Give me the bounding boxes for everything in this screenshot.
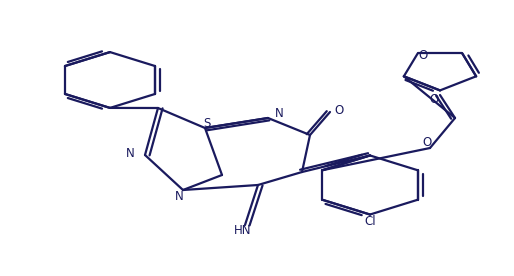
Text: O: O: [423, 136, 432, 149]
Text: S: S: [203, 116, 210, 129]
Text: O: O: [335, 104, 344, 117]
Text: N: N: [175, 190, 183, 203]
Text: O: O: [429, 94, 438, 107]
Text: O: O: [418, 49, 428, 62]
Text: N: N: [126, 147, 135, 160]
Text: Cl: Cl: [364, 215, 376, 228]
Text: HN: HN: [234, 224, 251, 237]
Text: N: N: [275, 107, 284, 120]
